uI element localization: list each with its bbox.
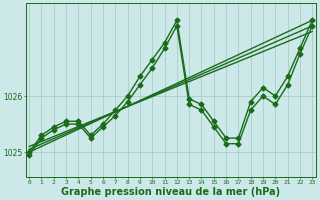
X-axis label: Graphe pression niveau de la mer (hPa): Graphe pression niveau de la mer (hPa) — [61, 187, 280, 197]
